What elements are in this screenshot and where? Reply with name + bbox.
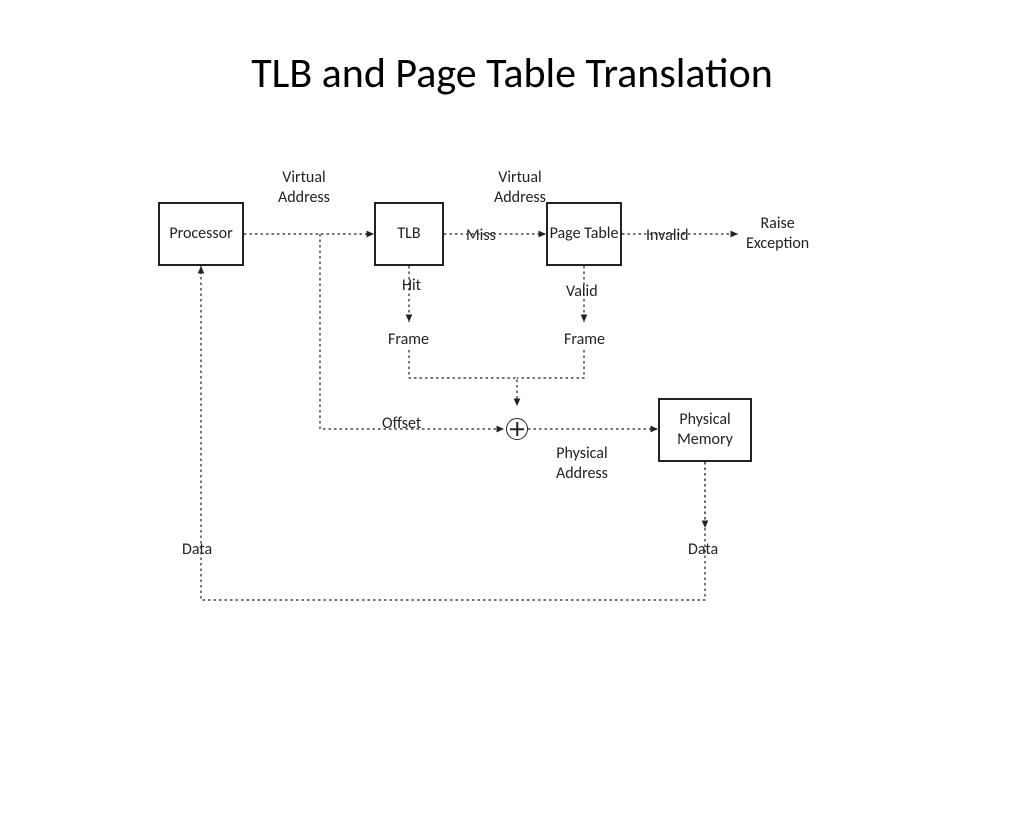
node-processor-label: Processor [169, 224, 232, 244]
label-raise-exception: Raise Exception [746, 214, 809, 254]
node-physical-memory-label: Physical Memory [660, 410, 750, 450]
label-frame-from-page-table: Frame [564, 330, 605, 350]
label-virtual-address-2: Virtual Address [494, 168, 546, 208]
diagram-canvas: Processor TLB Page Table Physical Memory… [0, 0, 1024, 768]
label-miss: Miss [466, 226, 496, 246]
label-hit: Hit [402, 276, 421, 296]
label-frame-from-tlb: Frame [388, 330, 429, 350]
label-valid: Valid [566, 282, 598, 302]
label-data-return: Data [182, 540, 212, 560]
node-processor: Processor [158, 202, 244, 266]
label-physical-address: Physical Address [556, 444, 608, 484]
node-tlb: TLB [374, 202, 444, 266]
node-tlb-label: TLB [397, 224, 420, 244]
label-data-out: Data [688, 540, 718, 560]
wire-layer [0, 0, 1024, 768]
node-page-table: Page Table [546, 202, 622, 266]
node-physical-memory: Physical Memory [658, 398, 752, 462]
label-virtual-address: Virtual Address [278, 168, 330, 208]
node-page-table-label: Page Table [550, 224, 619, 244]
label-offset: Offset [382, 414, 421, 434]
label-invalid: Invalid [646, 226, 689, 246]
combiner-plus-icon [506, 418, 528, 440]
